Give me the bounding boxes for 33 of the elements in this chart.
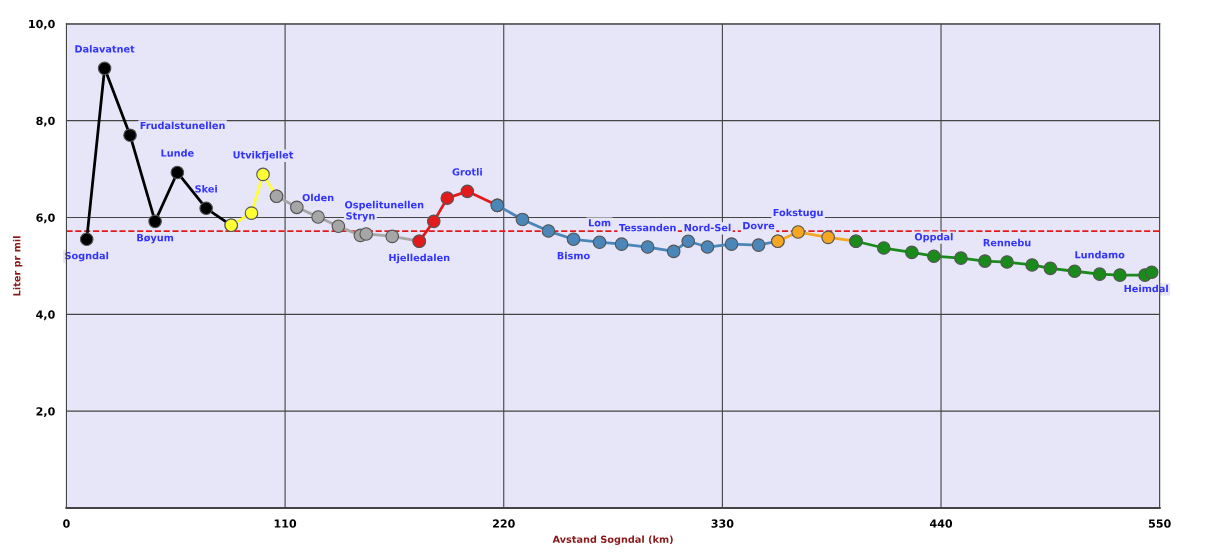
x-tick-label: 0 [63,519,70,528]
y-tick-label: 2,0 [36,407,55,417]
annotation: Lunde [161,149,194,157]
annotation: Dalavatnet [75,45,135,53]
annotation: Olden [302,193,334,202]
y-axis-title: Liter pr mil [12,236,23,296]
annotation: Hjelledalen [389,253,450,264]
x-tick-label: 220 [493,519,515,528]
y-tick-label: 4,0 [36,310,55,321]
annotation: Tessanden [618,223,676,232]
annotation: Skei [195,185,217,193]
annotation: Frudalstunellen [140,121,225,130]
annotation: Stryn [346,212,375,222]
x-tick-label: 110 [274,519,297,528]
y-tick-label: 8,0 [36,116,55,127]
annotation: Bøyum [137,234,174,244]
annotation: Lundamo [1075,250,1125,259]
annotation: Bismo [557,251,590,260]
annotation: Dovre [743,222,775,230]
annotation: Grotli [452,168,482,176]
annotation: Ospelitunellen [345,200,424,211]
annotation: Lom [588,219,611,227]
annotation: Rennebu [983,238,1031,247]
y-tick-label: 10,0 [29,19,55,30]
x-tick-label: 440 [929,519,953,528]
x-tick-label: 550 [1148,519,1171,528]
annotation: Oppdal [914,232,953,243]
y-tick-label: 6,0 [36,213,55,224]
annotation: Nord-Sel [684,223,731,232]
annotation: Fokstugu [773,208,823,219]
annotation: Utvikfjellet [233,151,294,161]
x-axis-title: Avstand Sogndal (km) [552,535,673,545]
x-tick-label: 330 [711,519,734,528]
